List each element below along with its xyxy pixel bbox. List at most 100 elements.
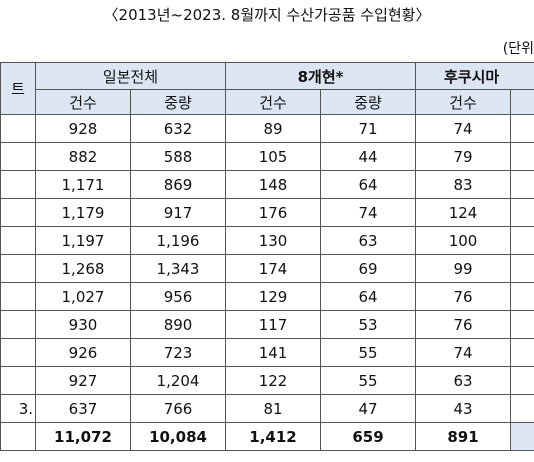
cell: 76: [415, 282, 512, 311]
table-row: 882 588 105 44 79: [0, 142, 534, 171]
cell: 891: [415, 422, 512, 451]
table-row: 3. 637 766 81 47 43: [0, 394, 534, 423]
cell: 100: [415, 226, 512, 255]
row-label: 3.: [0, 394, 36, 423]
cell: 64: [320, 170, 417, 199]
cell: 659: [320, 422, 417, 451]
cell: 141: [225, 338, 322, 367]
cell: 64: [320, 282, 417, 311]
cell: 99: [415, 254, 512, 283]
cell: 1,204: [129, 366, 227, 395]
cell: 174: [225, 254, 322, 283]
cell: 869: [129, 170, 227, 199]
group-header: 일본전체: [34, 62, 227, 90]
cell: [510, 198, 534, 227]
cell: [510, 394, 534, 423]
row-label: [0, 114, 36, 143]
cell: [510, 226, 534, 255]
cell: 928: [35, 114, 131, 143]
sub-header: 건수: [415, 89, 512, 115]
cell: [510, 142, 534, 171]
cell: 890: [129, 310, 227, 339]
cell: 105: [225, 142, 322, 171]
cell: 74: [415, 338, 512, 367]
cell: 79: [415, 142, 512, 171]
cell: 74: [320, 198, 417, 227]
cell: 1,343: [129, 254, 227, 283]
table-row: 928 632 89 71 74: [0, 114, 534, 143]
unit-note: (단위: [502, 41, 534, 57]
table-row: 1,171 869 148 64 83: [0, 170, 534, 199]
cell: 926: [35, 338, 131, 367]
cell: 81: [225, 394, 322, 423]
cell: 83: [415, 170, 512, 199]
cell: [510, 366, 534, 395]
cell: 1,179: [35, 198, 131, 227]
cell: 122: [225, 366, 322, 395]
cell: [510, 338, 534, 367]
row-label: [0, 422, 36, 451]
row-label: [0, 338, 36, 367]
cell: 74: [415, 114, 512, 143]
table-row: 1,027 956 129 64 76: [0, 282, 534, 311]
cell: 1,197: [35, 226, 131, 255]
table-row: 926 723 141 55 74: [0, 338, 534, 367]
import-table: 트 일본전체 8개현* 후쿠시마 건수 중량 건수 중량 건수 928 632 89 71 74 882…: [0, 62, 534, 451]
corner-header: 트: [0, 62, 36, 115]
sub-header: 건수: [225, 89, 322, 115]
cell: 69: [320, 254, 417, 283]
cell: 1,268: [35, 254, 131, 283]
cell: 927: [35, 366, 131, 395]
sub-header: 중량: [129, 89, 227, 115]
cell: 176: [225, 198, 322, 227]
cell: 117: [225, 310, 322, 339]
row-label: [0, 282, 36, 311]
table-row: 930 890 117 53 76: [0, 310, 534, 339]
cell: [510, 254, 534, 283]
cell: 148: [225, 170, 322, 199]
cell: 917: [129, 198, 227, 227]
cell: 71: [320, 114, 417, 143]
cell: [510, 422, 534, 451]
cell: 882: [35, 142, 131, 171]
cell: [510, 114, 534, 143]
table-row: 11,072 10,084 1,412 659 891: [0, 422, 534, 451]
group-header: 8개현*: [225, 62, 417, 90]
cell: 10,084: [129, 422, 227, 451]
table-row: 1,197 1,196 130 63 100: [0, 226, 534, 255]
cell: 55: [320, 338, 417, 367]
cell: 76: [415, 310, 512, 339]
row-label: [0, 310, 36, 339]
cell: 124: [415, 198, 512, 227]
cell: 129: [225, 282, 322, 311]
sub-header: 건수: [35, 89, 131, 115]
cell: 766: [129, 394, 227, 423]
cell: 55: [320, 366, 417, 395]
cell: 1,027: [35, 282, 131, 311]
row-label: [0, 142, 36, 171]
table-row: 927 1,204 122 55 63: [0, 366, 534, 395]
cell: 930: [35, 310, 131, 339]
row-label: [0, 254, 36, 283]
row-label: [0, 198, 36, 227]
cell: 588: [129, 142, 227, 171]
cell: [510, 170, 534, 199]
cell: 89: [225, 114, 322, 143]
cell: 53: [320, 310, 417, 339]
table-row: 1,179 917 176 74 124: [0, 198, 534, 227]
group-header: 후쿠시마: [415, 62, 534, 90]
title: 〈2013년~2023. 8월까지 수산가공품 수입현황〉: [103, 6, 431, 24]
cell: 47: [320, 394, 417, 423]
cell: 63: [320, 226, 417, 255]
sub-header: 중량: [320, 89, 417, 115]
row-label: [0, 170, 36, 199]
sub-header: [510, 89, 534, 115]
cell: 44: [320, 142, 417, 171]
cell: 1,171: [35, 170, 131, 199]
cell: 632: [129, 114, 227, 143]
cell: 43: [415, 394, 512, 423]
cell: 130: [225, 226, 322, 255]
cell: 723: [129, 338, 227, 367]
cell: [510, 310, 534, 339]
cell: 1,196: [129, 226, 227, 255]
